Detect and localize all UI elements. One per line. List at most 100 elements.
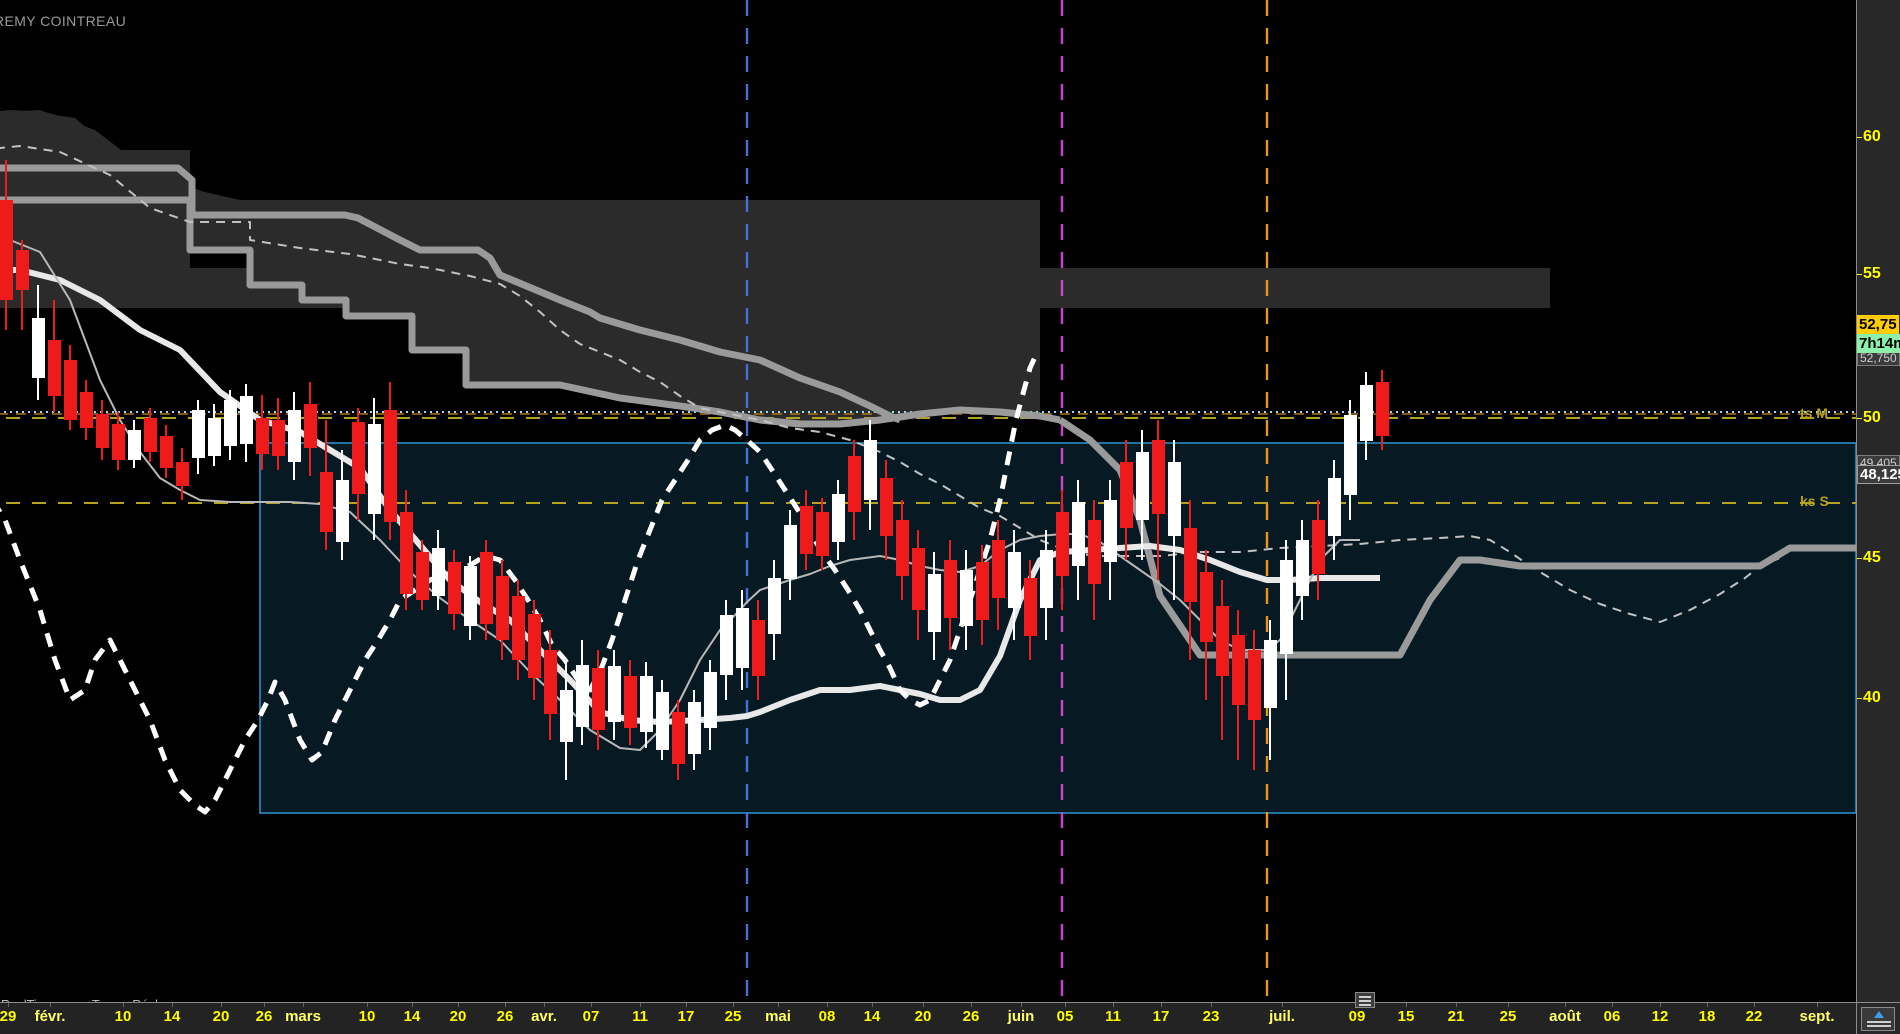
time-tick <box>872 1003 873 1007</box>
candle <box>384 382 397 540</box>
time-axis-label: 26 <box>255 1008 273 1025</box>
time-tick <box>1565 1003 1566 1007</box>
candle <box>528 600 541 700</box>
time-axis-label: 08 <box>818 1008 836 1025</box>
price-tick-label-50: 50 <box>1863 409 1881 426</box>
candle <box>1328 460 1341 560</box>
candle <box>32 285 45 400</box>
time-axis[interactable]: 29 févr. 10 14 20 26 mars 10 14 20 26 avr. 07 11 17 25 m… <box>0 1002 1856 1034</box>
price-tick-label-55: 55 <box>1863 265 1881 282</box>
time-axis-label: juin <box>1007 1008 1035 1025</box>
last-price-badge[interactable]: 52,75 <box>1857 315 1899 334</box>
candle <box>896 500 909 600</box>
widget-line <box>1867 1021 1891 1023</box>
candle <box>1344 400 1357 520</box>
candle <box>944 540 957 650</box>
axis-corner-widget[interactable] <box>1856 1002 1900 1034</box>
time-axis-label: 26 <box>496 1008 514 1025</box>
time-tick <box>221 1003 222 1007</box>
price-axis[interactable]: 60 55 50 45 40 52,750 52,75 7h14m 49,405… <box>1856 0 1900 1002</box>
candle <box>688 690 701 770</box>
candle <box>912 530 925 640</box>
price-tick <box>1857 698 1862 699</box>
candle <box>512 580 525 680</box>
candle <box>16 240 29 330</box>
candle <box>240 384 253 462</box>
time-axis-label: 25 <box>724 1008 742 1025</box>
tenkan-inline-label: ts M <box>1800 405 1828 421</box>
candle <box>1168 440 1181 600</box>
candle <box>560 660 573 780</box>
chart-plot-area[interactable]: ts M ks S <box>0 0 1856 1002</box>
price-tick-label-45: 45 <box>1863 549 1881 566</box>
price-tick <box>1857 558 1862 559</box>
candle <box>768 560 781 660</box>
candle <box>1264 620 1277 760</box>
price-tick-label-60: 60 <box>1863 128 1881 145</box>
candle <box>128 420 141 468</box>
candle <box>224 390 237 460</box>
scroll-to-latest-button[interactable] <box>1861 1007 1895 1031</box>
candle <box>352 408 365 520</box>
time-tick <box>50 1003 51 1007</box>
time-axis-label: 15 <box>1397 1008 1415 1025</box>
chart-scroll-handle[interactable] <box>1355 992 1375 1008</box>
time-axis-label: 06 <box>1603 1008 1621 1025</box>
time-axis-label: 12 <box>1651 1008 1669 1025</box>
up-arrow-icon <box>1874 1011 1884 1018</box>
time-axis-label: 20 <box>914 1008 932 1025</box>
countdown-badge[interactable]: 7h14m <box>1857 334 1900 353</box>
candle <box>864 420 877 530</box>
kumo-upper-fill <box>0 110 1040 424</box>
time-tick <box>1282 1003 1283 1007</box>
candle <box>592 650 605 750</box>
time-tick <box>303 1003 304 1007</box>
candle <box>416 540 429 610</box>
candle <box>736 590 749 690</box>
time-axis-label: 10 <box>114 1008 132 1025</box>
time-axis-label: 14 <box>863 1008 881 1025</box>
time-axis-label: juil. <box>1269 1008 1295 1025</box>
time-tick <box>733 1003 734 1007</box>
time-tick <box>1754 1003 1755 1007</box>
time-axis-label: sept. <box>1799 1008 1835 1025</box>
time-axis-label: mai <box>765 1008 791 1025</box>
time-axis-label: 11 <box>1105 1008 1121 1025</box>
chart-canvas[interactable] <box>0 0 1856 1002</box>
time-axis-label: 29 <box>0 1008 17 1025</box>
candle <box>800 490 813 570</box>
time-axis-label: août <box>1549 1008 1581 1025</box>
candle <box>1120 440 1133 560</box>
candle <box>272 398 285 470</box>
candle <box>80 380 93 440</box>
candle <box>320 420 333 550</box>
candle <box>624 660 637 745</box>
candle <box>448 550 461 630</box>
time-axis-label: 21 <box>1447 1008 1465 1025</box>
candle <box>1104 480 1117 600</box>
senkou-top-line <box>0 164 902 424</box>
time-tick <box>1612 1003 1613 1007</box>
candle <box>192 400 205 474</box>
candle <box>464 556 477 640</box>
time-axis-label: 25 <box>1499 1008 1517 1025</box>
time-tick <box>1456 1003 1457 1007</box>
handle-bar <box>1359 996 1371 998</box>
candle <box>1152 420 1165 580</box>
candle <box>1008 530 1021 640</box>
time-axis-label: févr. <box>34 1008 66 1025</box>
time-axis-label: 10 <box>358 1008 376 1025</box>
time-axis-label: 26 <box>962 1008 980 1025</box>
time-tick <box>367 1003 368 1007</box>
candle <box>1024 560 1037 660</box>
selection-rectangle[interactable] <box>259 442 1856 814</box>
candle <box>1376 370 1389 450</box>
current-price-badge[interactable]: 48,125 <box>1857 465 1900 484</box>
time-tick <box>505 1003 506 1007</box>
time-tick <box>1406 1003 1407 1007</box>
time-axis-label: avr. <box>531 1008 557 1025</box>
candle <box>432 530 445 610</box>
time-tick <box>123 1003 124 1007</box>
candle <box>1232 610 1245 760</box>
candle <box>144 408 157 462</box>
